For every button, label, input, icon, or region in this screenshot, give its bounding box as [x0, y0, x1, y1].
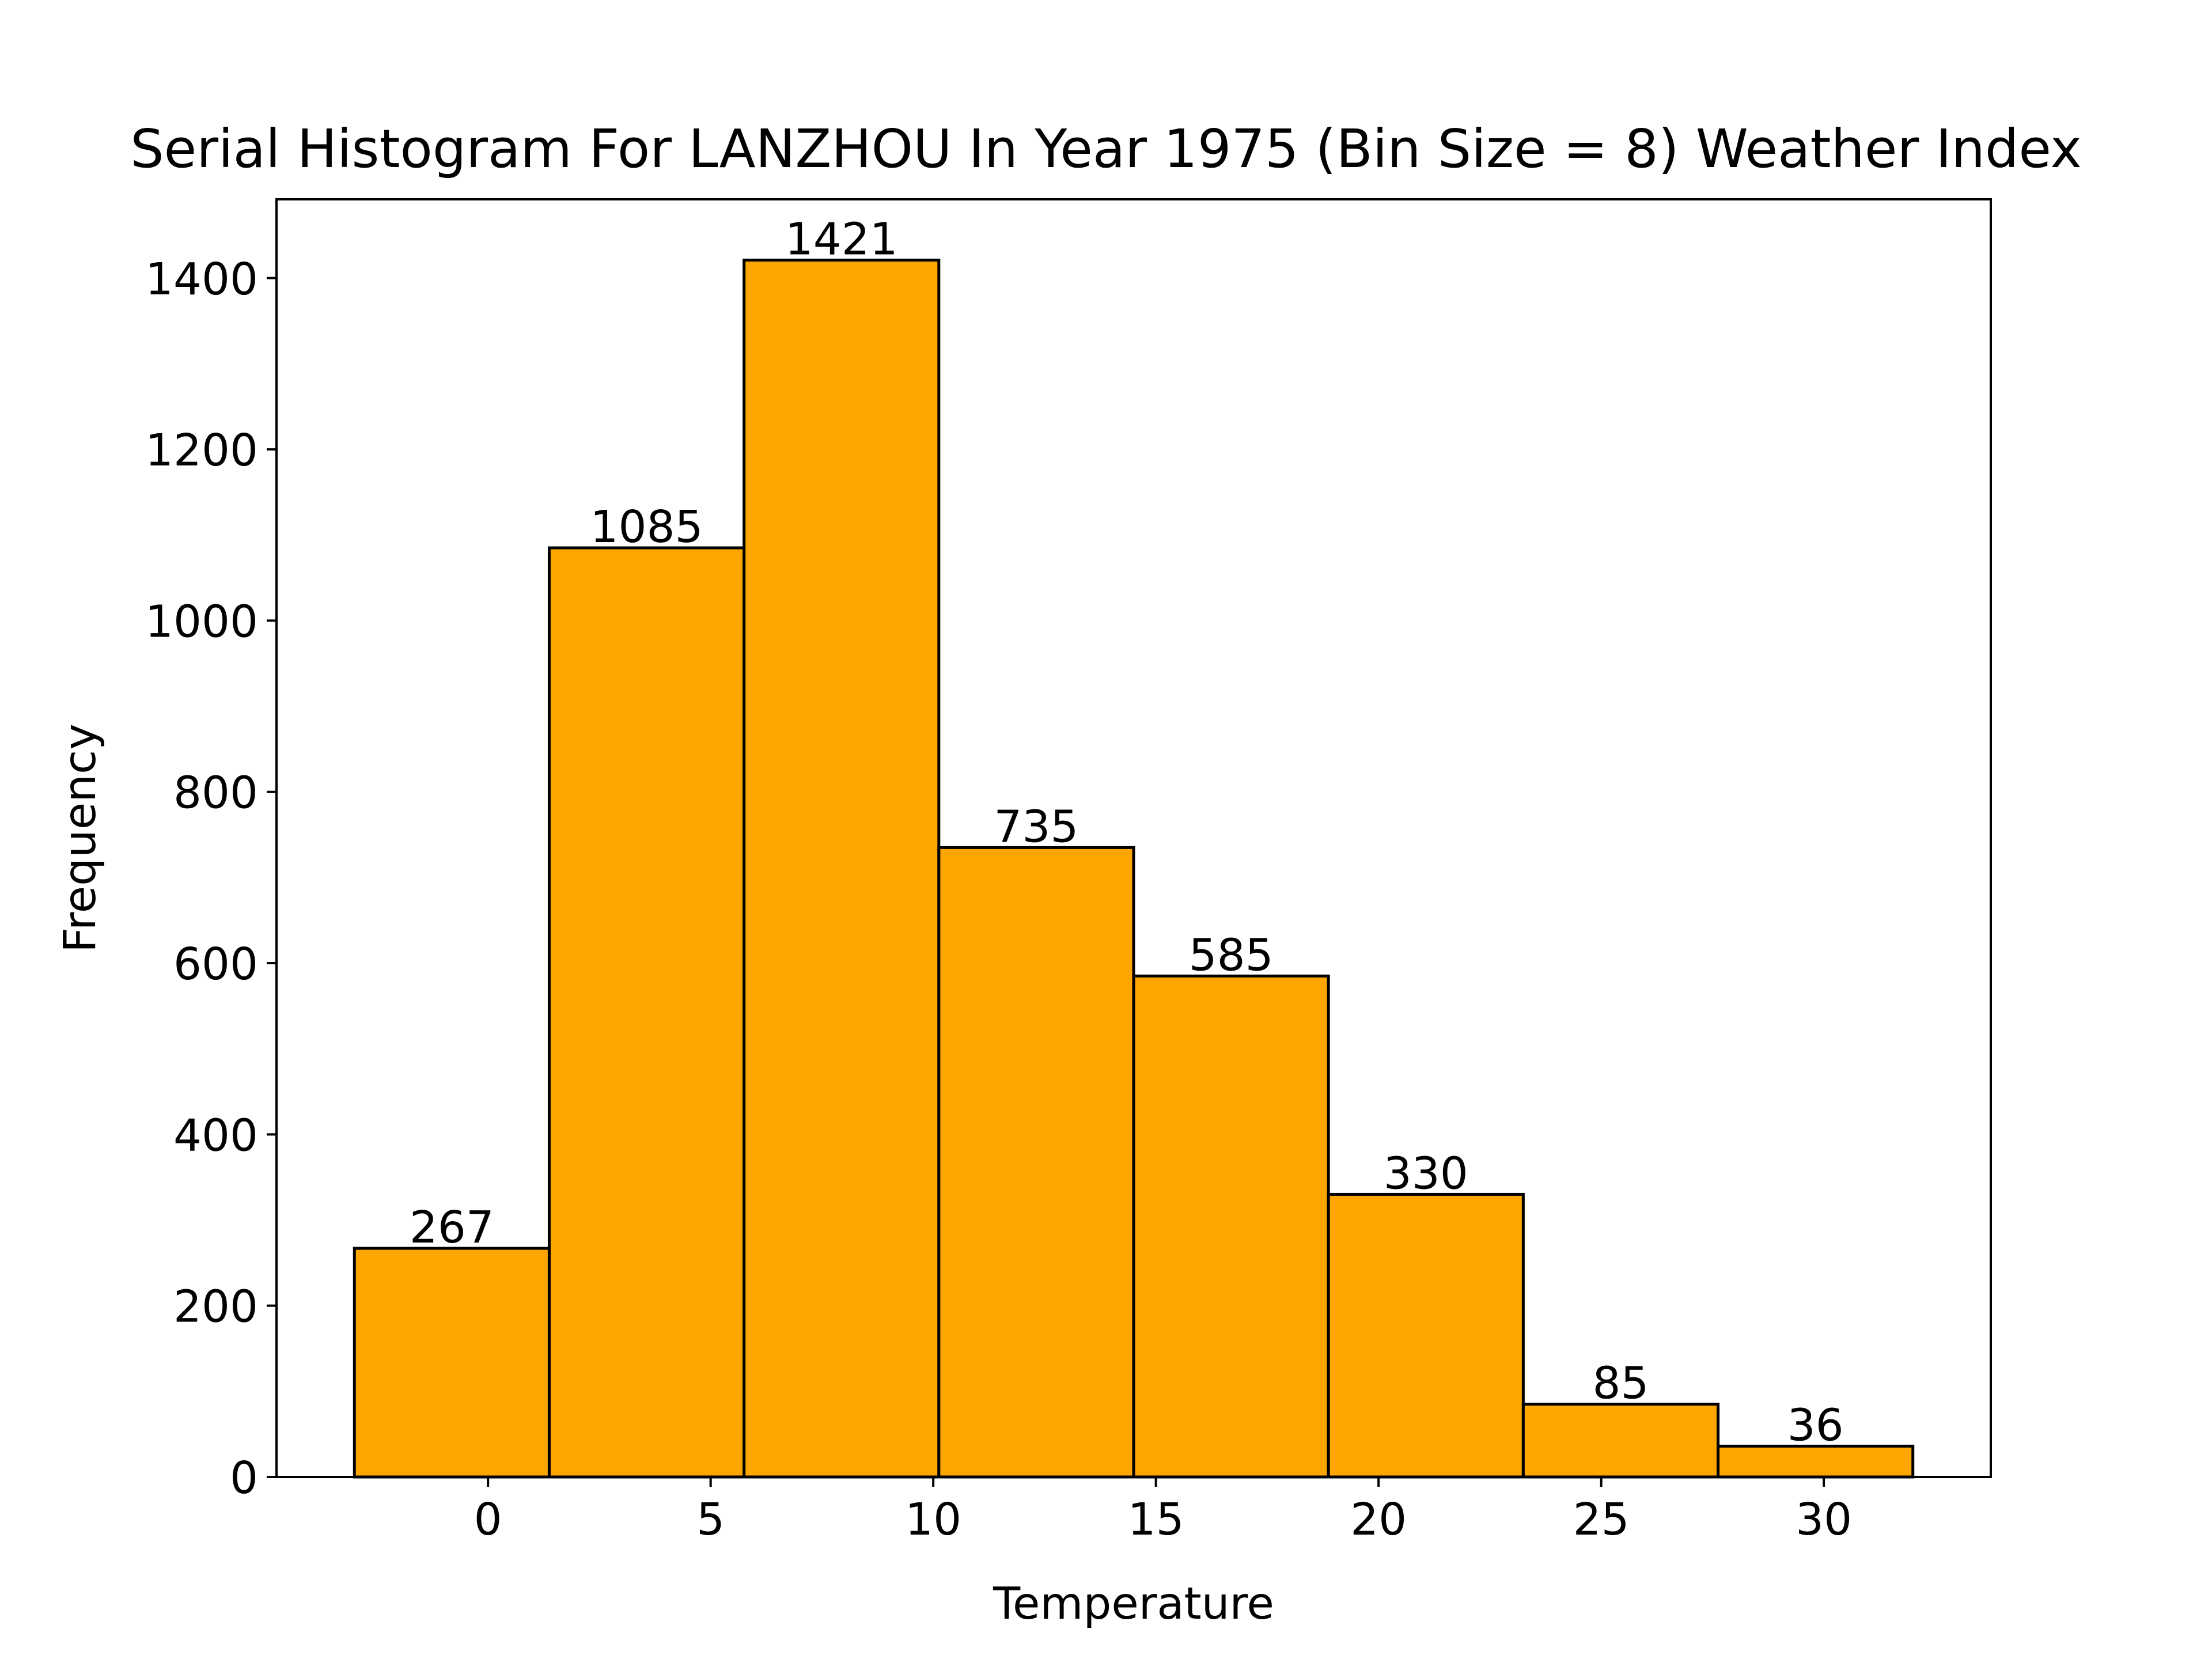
bar-value-label: 85: [1592, 1358, 1649, 1410]
y-tick-label: 200: [173, 1282, 258, 1333]
histogram-bar: [1521, 1403, 1720, 1479]
bar-value-label: 267: [410, 1202, 494, 1253]
y-axis-ticks: 0 200 400 600 800 1000 1200 1400: [145, 254, 276, 1504]
y-tick-label: 1400: [145, 254, 258, 305]
x-axis-label: Temperature: [993, 1578, 1274, 1630]
y-tick-label: 600: [173, 939, 258, 990]
y-axis-label: Frequency: [55, 724, 106, 953]
histogram-bar: [1327, 1192, 1525, 1479]
plot-area-frame: [275, 198, 1992, 1478]
data-labels-group: 267 1085 1421 735 585 330 85 36: [410, 214, 1844, 1452]
histogram-bar: [547, 546, 746, 1479]
x-tick-label: 15: [1128, 1494, 1184, 1546]
bars-group: [353, 259, 1915, 1479]
bar-value-label: 735: [994, 801, 1078, 853]
y-tick-label: 800: [173, 768, 258, 819]
x-tick-label: 5: [696, 1494, 725, 1546]
y-tick-label: 1200: [145, 425, 258, 476]
x-tick-label: 30: [1796, 1494, 1852, 1546]
histogram-bar: [937, 846, 1135, 1479]
y-tick-label: 1000: [145, 596, 258, 647]
histogram-bar: [1132, 974, 1330, 1479]
x-tick-label: 20: [1350, 1494, 1407, 1546]
x-tick-label: 0: [474, 1494, 502, 1546]
bar-value-label: 36: [1787, 1400, 1844, 1451]
histogram-bar: [743, 259, 941, 1479]
x-tick-label: 25: [1573, 1494, 1630, 1546]
bar-value-label: 330: [1384, 1148, 1468, 1199]
y-tick-label: 0: [230, 1453, 258, 1504]
y-tick-label: 400: [173, 1110, 258, 1161]
x-tick-label: 10: [905, 1494, 961, 1546]
histogram-bar: [353, 1247, 551, 1479]
bar-value-label: 585: [1189, 930, 1274, 981]
chart-title: Serial Histogram For LANZHOU In Year 197…: [130, 118, 2082, 180]
x-axis-ticks: 0 5 10 15 20 25 30: [474, 1477, 1852, 1546]
bar-value-label: 1085: [590, 502, 703, 553]
bar-value-label: 1421: [785, 214, 898, 266]
